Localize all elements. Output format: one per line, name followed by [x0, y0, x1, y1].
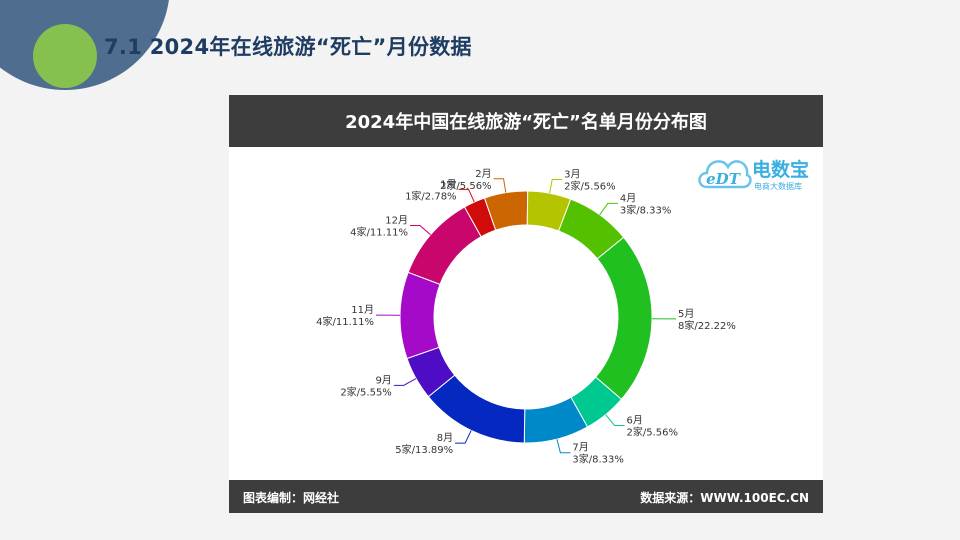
- logo-subtitle: 电商大数据库: [754, 182, 802, 191]
- donut-slice: [594, 236, 653, 401]
- footer-compiler: 图表编制：网经社: [243, 491, 340, 505]
- donut-chart: 1月1家/2.78%2月2家/5.56%3月2家/5.56%4月3家/8.33%…: [316, 168, 736, 466]
- slide-title: 7.1 2024年在线旅游“死亡”月份数据: [104, 35, 472, 59]
- logo-mark: eDT: [706, 170, 742, 188]
- slice-label-value: 4家/11.11%: [316, 315, 374, 328]
- donut-slice: [407, 206, 482, 286]
- logo-name: 电数宝: [752, 159, 810, 181]
- slice-label-month: 12月: [385, 215, 408, 227]
- slice-label-month: 8月: [437, 432, 453, 444]
- slice-label-value: 3家/8.33%: [620, 203, 672, 216]
- label-leader-line: [493, 178, 507, 193]
- label-leader-line: [605, 414, 625, 426]
- chart-title: 2024年中国在线旅游“死亡”名单月份分布图: [229, 95, 823, 147]
- slice-label-month: 9月: [375, 374, 391, 386]
- slice-label-month: 6月: [627, 414, 643, 426]
- slice-label-month: 3月: [564, 168, 580, 180]
- slice-label-value: 8家/22.22%: [678, 319, 736, 332]
- slice-label-value: 1家/2.78%: [405, 189, 457, 202]
- label-leader-line: [458, 188, 475, 203]
- slice-label-month: 5月: [678, 308, 694, 320]
- slice-label-month: 1月: [440, 178, 456, 190]
- label-leader-line: [599, 202, 618, 216]
- label-leader-line: [409, 225, 431, 236]
- label-leader-line: [556, 439, 571, 454]
- label-leader-line: [455, 430, 472, 444]
- slice-label-value: 5家/13.89%: [395, 443, 453, 456]
- donut-slice: [399, 271, 441, 360]
- slice-label-value: 2家/5.56%: [627, 425, 679, 438]
- card-footer: 图表编制：网经社 数据来源：WWW.100EC.CN: [229, 480, 823, 513]
- slice-label-value: 4家/11.11%: [350, 226, 408, 239]
- slice-label-value: 2家/5.56%: [564, 179, 616, 192]
- footer-source: 数据来源：WWW.100EC.CN: [640, 491, 809, 505]
- slice-label-month: 2月: [475, 168, 491, 180]
- logo: eDT 电数宝 电商大数据库: [695, 149, 819, 199]
- slice-label-value: 2家/5.56%: [440, 179, 492, 192]
- slice-label-month: 11月: [351, 304, 374, 316]
- chart-card: 2024年中国在线旅游“死亡”名单月份分布图 eDT 电数宝 电商大数据库 1月…: [229, 95, 823, 513]
- cloud-logo-icon: eDT: [698, 160, 752, 189]
- slice-label-value: 3家/8.33%: [572, 453, 624, 466]
- slice-label-month: 4月: [620, 192, 636, 204]
- slice-label-value: 2家/5.55%: [340, 385, 392, 398]
- slice-label-month: 7月: [572, 442, 588, 454]
- corner-decoration-green: [33, 24, 97, 88]
- label-leader-line: [393, 378, 417, 386]
- label-leader-line: [549, 178, 563, 194]
